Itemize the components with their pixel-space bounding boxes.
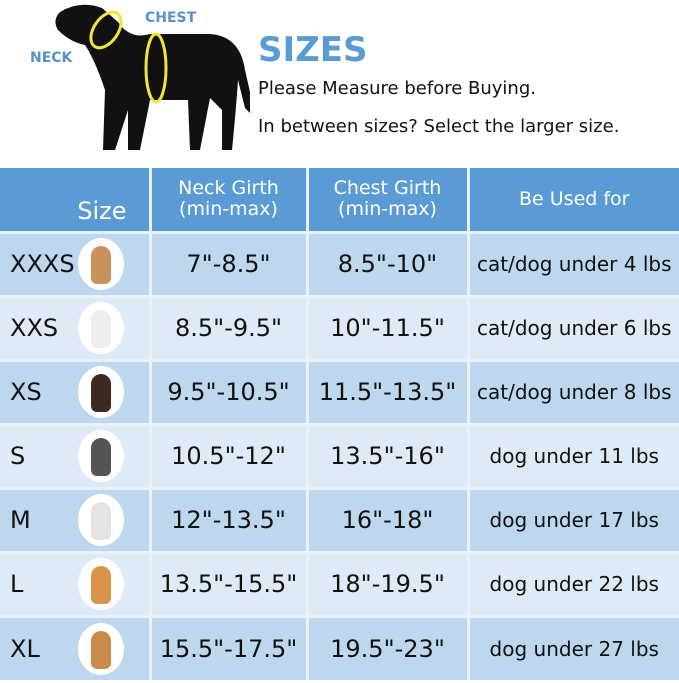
size-label: XXS: [10, 314, 59, 342]
dog-photo: [78, 366, 124, 418]
size-cell: L: [0, 550, 150, 616]
dog-photo: [78, 494, 124, 546]
column-header-size: Size: [0, 168, 150, 232]
chest-girth-cell: 8.5"-10": [305, 230, 468, 296]
page-title: SIZES: [258, 30, 368, 70]
chest-girth-cell: 13.5"-16": [305, 422, 468, 488]
chest-girth-cell: 10"-11.5": [305, 294, 468, 360]
neck-girth-cell: 13.5"-15.5": [148, 550, 307, 616]
neck-label: NECK: [30, 50, 73, 66]
size-cell: XS: [0, 358, 150, 424]
table-row: XL 15.5"-17.5" 19.5"-23" dog under 27 lb…: [0, 614, 679, 680]
neck-header-line2: (min-max): [179, 198, 278, 221]
used-for-cell: cat/dog under 4 lbs: [466, 230, 679, 296]
column-header-chest: Chest Girth (min-max): [305, 168, 468, 232]
chest-girth-cell: 16"-18": [305, 486, 468, 552]
neck-ring: [89, 10, 123, 50]
used-for-cell: cat/dog under 6 lbs: [466, 294, 679, 360]
neck-girth-cell: 15.5"-17.5": [148, 614, 307, 680]
column-header-neck: Neck Girth (min-max): [148, 168, 307, 232]
neck-girth-cell: 7"-8.5": [148, 230, 307, 296]
size-label: L: [10, 570, 24, 598]
table-row: XXXS 7"-8.5" 8.5"-10" cat/dog under 4 lb…: [0, 230, 679, 296]
neck-girth-cell: 8.5"-9.5": [148, 294, 307, 360]
chest-ring: [144, 32, 168, 104]
dog-photo: [78, 238, 124, 290]
header-section: NECK CHEST SIZES Please Measure before B…: [0, 0, 679, 168]
dog-photo: [78, 622, 124, 675]
used-for-cell: dog under 11 lbs: [466, 422, 679, 488]
size-label: S: [10, 442, 26, 470]
chest-header-line1: Chest Girth: [333, 177, 442, 200]
table-row: S 10.5"-12" 13.5"-16" dog under 11 lbs: [0, 422, 679, 488]
size-chart-table: Size Neck Girth (min-max) Chest Girth (min…: [0, 168, 679, 680]
neck-header-line1: Neck Girth: [178, 177, 279, 200]
instruction-measure: Please Measure before Buying.: [258, 78, 536, 99]
chest-label: CHEST: [145, 10, 197, 26]
used-for-cell: dog under 17 lbs: [466, 486, 679, 552]
used-for-cell: cat/dog under 8 lbs: [466, 358, 679, 424]
size-label: XL: [10, 634, 40, 663]
size-label: XS: [10, 378, 42, 406]
neck-girth-cell: 10.5"-12": [148, 422, 307, 488]
size-label: XXXS: [10, 250, 75, 278]
dog-photo: [78, 430, 124, 482]
neck-girth-cell: 9.5"-10.5": [148, 358, 307, 424]
chest-girth-cell: 19.5"-23": [305, 614, 468, 680]
instruction-between-sizes: In between sizes? Select the larger size…: [258, 116, 620, 137]
chest-header-line2: (min-max): [338, 198, 437, 221]
size-cell: S: [0, 422, 150, 488]
column-header-use: Be Used for: [466, 168, 679, 232]
used-for-cell: dog under 22 lbs: [466, 550, 679, 616]
dog-photo: [78, 558, 124, 610]
size-cell: XXXS: [0, 230, 150, 296]
chest-girth-cell: 11.5"-13.5": [305, 358, 468, 424]
table-row: L 13.5"-15.5" 18"-19.5" dog under 22 lbs: [0, 550, 679, 616]
neck-girth-cell: 12"-13.5": [148, 486, 307, 552]
size-label: M: [10, 506, 31, 534]
dog-silhouette-measurement-diagram: [55, 4, 250, 150]
table-row: XS 9.5"-10.5" 11.5"-13.5" cat/dog under …: [0, 358, 679, 424]
table-header-row: Size Neck Girth (min-max) Chest Girth (min…: [0, 168, 679, 232]
chest-girth-cell: 18"-19.5": [305, 550, 468, 616]
size-cell: XL: [0, 614, 150, 680]
size-cell: XXS: [0, 294, 150, 360]
table-row: M 12"-13.5" 16"-18" dog under 17 lbs: [0, 486, 679, 552]
used-for-cell: dog under 27 lbs: [466, 614, 679, 680]
table-row: XXS 8.5"-9.5" 10"-11.5" cat/dog under 6 …: [0, 294, 679, 360]
dog-photo: [78, 302, 124, 354]
size-cell: M: [0, 486, 150, 552]
